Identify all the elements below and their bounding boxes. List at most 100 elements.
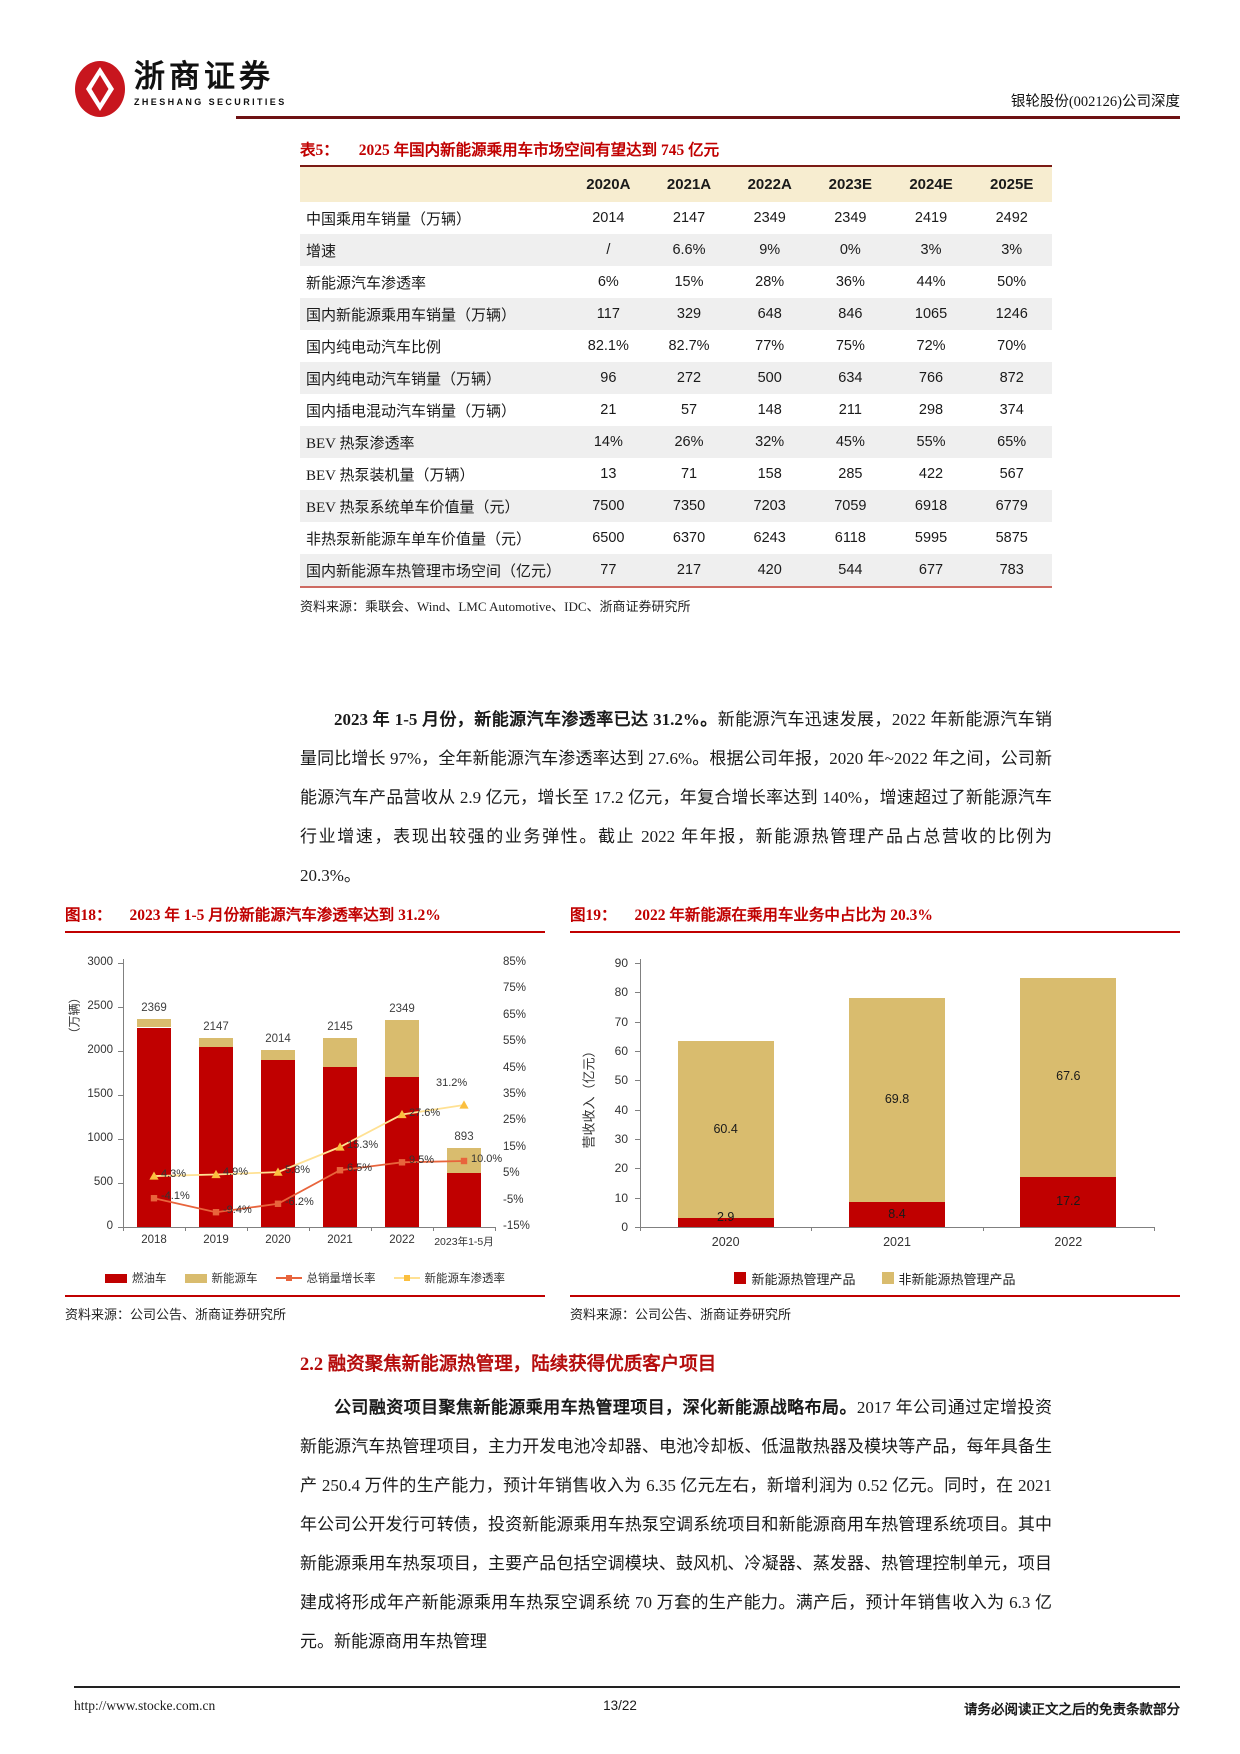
table-cell-value: 14% [593, 434, 623, 450]
table-cell-value: 32% [755, 434, 785, 450]
legend-label: 总销量增长率 [306, 1273, 376, 1285]
footer-disclaimer: 请务必阅读正文之后的免责条款部分 [964, 1702, 1180, 1717]
footer-url-link[interactable]: http://www.stocke.com.cn [74, 1698, 216, 1713]
legend-label: 非新能源热管理产品 [898, 1271, 1016, 1287]
x-axis-tick-label: 2021 [327, 1234, 353, 1246]
table-row: 国内插电混动汽车销量（万辆） 21 57 148 211 298 374 [300, 394, 1052, 426]
y-axis-tick-label: 1000 [87, 1132, 113, 1144]
body-paragraph-2: 公司融资项目聚焦新能源乘用车热管理项目，深化新能源战略布局。2017 年公司通过… [300, 1388, 1052, 1661]
table-row: 非热泵新能源车单车价值量（元） 6500 6370 6243 6118 5995 5875 [300, 522, 1052, 554]
table-row-label: 国内纯电动汽车销量（万辆） [306, 371, 502, 388]
table-cell-value: 567 [999, 466, 1024, 482]
right-axis-tick-label: 35% [503, 1088, 527, 1100]
legend-item: 新能源车渗透率 [393, 1270, 505, 1286]
line-point-label: 4.3% [161, 1168, 187, 1181]
legend-item: 燃油车 [105, 1270, 167, 1286]
table-row-label: 非热泵新能源车单车价值量（元） [306, 531, 532, 548]
y-axis-tick-mark [635, 1109, 640, 1111]
table5-column-header: 2021A [666, 176, 712, 193]
table-cell-value: 72% [916, 338, 946, 354]
table5-column-header: 2023E [828, 176, 873, 193]
table5-caption: 表5： 2025 年国内新能源乘用车市场空间有望达到 745 亿元 [300, 138, 1052, 160]
table-cell-value: 71 [680, 466, 698, 482]
x-axis-tick-label: 2019 [203, 1234, 229, 1246]
table5-caption-label: 表5： [300, 142, 339, 159]
line-point-label: -9.4% [223, 1204, 252, 1217]
table-cell-value: 329 [676, 306, 702, 322]
x-axis-tick-mark [811, 1227, 813, 1231]
table-cell-value: 15% [674, 274, 704, 290]
table-row: 中国乘用车销量（万辆） 2014 2147 2349 2349 2419 2492 [300, 202, 1052, 234]
table-cell-value: 158 [757, 466, 782, 482]
table-cell-value: 0% [839, 242, 861, 258]
x-axis-tick-mark [185, 1227, 186, 1231]
table-cell-value: 7350 [672, 498, 706, 514]
right-axis-tick-label: 5% [503, 1167, 520, 1180]
right-axis-tick-label: 65% [503, 1008, 527, 1021]
legend-marker [285, 1275, 292, 1281]
y-axis-tick-mark [635, 1227, 640, 1228]
table5-column-header: 2022A [747, 176, 792, 193]
y-axis-tick-label: 1500 [87, 1088, 113, 1100]
figure19-caption-label: 图19： [570, 907, 617, 924]
y-axis-tick-mark [635, 992, 640, 994]
table-row-label: 国内插电混动汽车销量（万辆） [306, 403, 517, 420]
right-axis-tick-label: -5% [503, 1193, 524, 1206]
line-point-label: 15.3% [347, 1139, 379, 1151]
bar-total-label: 2147 [203, 1021, 229, 1034]
table-row: BEV 热泵系统单车价值量（元） 7500 7350 7203 7059 6918 6779 [300, 490, 1052, 522]
table-cell-value: 117 [596, 306, 620, 322]
table-row: 国内纯电动汽车比例 82.1% 82.7% 77% 75% 72% 70% [300, 330, 1052, 362]
table-row-label: 新能源汽车渗透率 [306, 275, 427, 292]
bar-value-label: 60.4 [713, 1121, 738, 1136]
section-2-2-heading: 2.2 融资聚焦新能源热管理，陆续获得优质客户项目 [300, 1355, 717, 1375]
bar-total-label: 2145 [327, 1021, 353, 1034]
table-cell-value: 217 [676, 562, 702, 578]
y-axis-tick-mark [118, 1007, 123, 1008]
bar-segment-nev [323, 1038, 357, 1068]
figure19-caption: 图19： 2022 年新能源在乘用车业务中占比为 20.3% [570, 903, 1180, 933]
y-axis-tick-mark [118, 1095, 123, 1096]
brand-name-en: ZHESHANG SECURITIES [134, 97, 287, 107]
bar-segment-fuel [447, 1172, 481, 1227]
bar-total-label: 893 [454, 1131, 474, 1144]
y-axis-tick-mark [118, 963, 123, 964]
table-cell-value: 50% [997, 274, 1027, 290]
zheshang-logo-icon [75, 61, 125, 117]
table-cell-value: 6.6% [672, 242, 706, 258]
table-cell-value: 2419 [914, 210, 948, 226]
x-axis-tick-label: 2022 [389, 1234, 415, 1246]
line-point-label: -4.1% [161, 1190, 190, 1203]
figure19-source: 资料来源：公司公告、浙商证券研究所 [570, 1307, 792, 1322]
table-cell-value: 6370 [672, 530, 706, 546]
x-axis-tick-mark [1154, 1227, 1155, 1231]
table-row: BEV 热泵渗透率 14% 26% 32% 45% 55% 65% [300, 426, 1052, 458]
table-cell-value: 6% [597, 274, 619, 290]
table-cell-value: 2492 [995, 210, 1028, 226]
x-axis-tick-label: 2021 [883, 1235, 911, 1249]
paragraph1-text: 新能源汽车迅速发展，2022 年新能源汽车销量同比增长 97%，全年新能源汽车渗… [300, 710, 1052, 885]
table-cell-value: 77% [755, 338, 785, 354]
y-axis-tick-mark [118, 1183, 123, 1184]
table-cell-value: 9% [759, 242, 781, 258]
legend-swatch-line [275, 1273, 302, 1283]
x-axis-tick-mark [247, 1227, 248, 1231]
right-axis-tick-label: 75% [503, 982, 527, 995]
y-axis-tick-label: 2500 [87, 1000, 113, 1012]
table5-body: 中国乘用车销量（万辆） 2014 2147 2349 2349 2419 2492 增速 / 6.… [300, 202, 1052, 586]
figure19-divider [570, 1295, 1180, 1297]
bar-total-label: 2349 [389, 1003, 415, 1016]
table-cell-value: 57 [680, 402, 698, 418]
bar-value-label: 69.8 [884, 1091, 910, 1106]
figure18-caption-title: 2023 年 1-5 月份新能源汽车渗透率达到 31.2% [129, 907, 441, 924]
header-divider [236, 116, 1180, 119]
line-point-label: 10.0% [471, 1153, 503, 1165]
table-cell-value: 148 [757, 402, 782, 418]
line-point-label: 31.2% [436, 1077, 468, 1090]
brand-name-cn: 浙商证券 [134, 59, 274, 94]
y-axis-tick-label: 60 [614, 1044, 628, 1058]
bar-segment-fuel [199, 1047, 233, 1227]
table-cell-value: 872 [999, 370, 1024, 386]
bar-segment-fuel [385, 1077, 419, 1227]
y-axis-tick-mark [635, 963, 640, 964]
